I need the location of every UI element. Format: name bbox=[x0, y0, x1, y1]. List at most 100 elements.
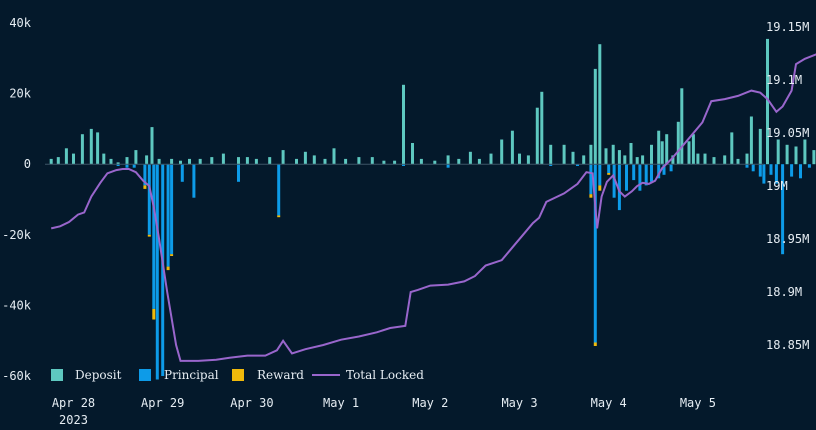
x-tick-label: May 4 bbox=[591, 396, 627, 410]
bar-principal bbox=[669, 164, 673, 172]
bar-deposit bbox=[198, 158, 202, 165]
bar-principal bbox=[161, 164, 165, 376]
bar-deposit bbox=[785, 144, 789, 165]
right-tick-label: 18.95M bbox=[766, 232, 809, 246]
bar-deposit bbox=[676, 121, 680, 165]
bar-deposit bbox=[657, 130, 661, 165]
bar-principal bbox=[549, 164, 553, 166]
bar-deposit bbox=[457, 158, 461, 165]
legend-label-reward: Reward bbox=[257, 368, 304, 382]
bar-principal bbox=[745, 164, 749, 168]
bar-deposit bbox=[382, 160, 386, 165]
bar-deposit bbox=[109, 158, 113, 165]
bar-principal bbox=[807, 164, 811, 168]
bar-reward bbox=[598, 185, 602, 191]
bar-deposit bbox=[617, 150, 621, 165]
right-tick-label: 19.15M bbox=[766, 20, 809, 34]
bar-principal bbox=[607, 164, 611, 173]
legend-swatch-reward bbox=[232, 369, 244, 381]
bar-reward bbox=[143, 185, 147, 189]
bar-deposit bbox=[712, 157, 716, 165]
bar-principal bbox=[662, 164, 666, 175]
bar-deposit bbox=[323, 158, 327, 165]
bar-reward bbox=[166, 266, 170, 271]
bar-principal bbox=[638, 164, 642, 191]
bar-deposit bbox=[268, 157, 272, 165]
bar-reward bbox=[170, 254, 174, 256]
bar-deposit bbox=[696, 153, 700, 165]
bar-principal bbox=[632, 164, 636, 181]
bar-deposit bbox=[221, 153, 225, 165]
bar-deposit bbox=[145, 155, 149, 165]
bar-deposit bbox=[635, 157, 639, 165]
bar-principal bbox=[402, 164, 405, 166]
bar-deposit bbox=[402, 84, 405, 165]
bar-deposit bbox=[150, 127, 154, 165]
bar-deposit bbox=[526, 155, 530, 165]
bar-deposit bbox=[303, 151, 307, 165]
bar-principal bbox=[116, 164, 120, 166]
bar-deposit bbox=[593, 68, 597, 165]
bar-principal bbox=[180, 164, 184, 182]
bar-deposit bbox=[660, 141, 664, 165]
bar-deposit bbox=[370, 157, 374, 165]
bar-deposit bbox=[540, 91, 544, 165]
bar-deposit bbox=[604, 148, 608, 165]
bar-reward bbox=[147, 234, 151, 237]
x-tick-label: May 2 bbox=[412, 396, 448, 410]
legend-label-total-locked: Total Locked bbox=[346, 368, 424, 382]
legend-swatch-principal bbox=[139, 369, 151, 381]
line-layer bbox=[50, 53, 816, 362]
bar-deposit bbox=[56, 157, 60, 165]
x-tick-sublabel: 2023 bbox=[59, 413, 88, 427]
bar-deposit bbox=[344, 158, 348, 165]
bar-deposit bbox=[766, 38, 769, 165]
bar-deposit bbox=[680, 88, 684, 165]
bar-deposit bbox=[357, 157, 361, 165]
bar-deposit bbox=[134, 150, 138, 165]
bar-reward bbox=[589, 194, 593, 198]
bar-deposit bbox=[510, 130, 514, 165]
bar-principal bbox=[170, 164, 174, 255]
bar-deposit bbox=[295, 158, 298, 165]
bar-principal bbox=[192, 164, 196, 198]
left-tick-label: -40k bbox=[2, 298, 32, 312]
bar-deposit bbox=[433, 160, 437, 165]
legend-label-principal: Principal bbox=[164, 368, 219, 382]
left-tick-label: -60k bbox=[2, 369, 32, 383]
bar-principal bbox=[277, 164, 281, 216]
bar-principal bbox=[237, 164, 240, 182]
bar-principal bbox=[446, 164, 450, 168]
bar-deposit bbox=[188, 158, 191, 165]
bar-principal bbox=[774, 164, 778, 184]
bar-deposit bbox=[411, 143, 414, 165]
bar-deposit bbox=[518, 153, 521, 165]
bar-deposit bbox=[96, 132, 100, 165]
bar-deposit bbox=[468, 151, 472, 165]
bar-deposit bbox=[446, 155, 450, 165]
bar-principal bbox=[790, 164, 794, 177]
bar-reward bbox=[277, 215, 281, 218]
bar-principal bbox=[125, 164, 129, 168]
legend-label-deposit: Deposit bbox=[75, 368, 122, 382]
bar-deposit bbox=[589, 144, 593, 165]
bar-principal bbox=[593, 164, 597, 343]
bar-deposit bbox=[629, 143, 633, 165]
bar-principal bbox=[612, 164, 616, 198]
bar-principal bbox=[762, 164, 766, 184]
right-tick-label: 19M bbox=[766, 179, 788, 193]
bar-principal bbox=[625, 164, 628, 191]
bar-principal bbox=[132, 164, 136, 168]
right-tick-label: 19.05M bbox=[766, 126, 809, 140]
left-tick-label: 0 bbox=[24, 157, 31, 171]
bar-reward bbox=[607, 173, 611, 175]
legend-swatch-deposit bbox=[51, 369, 63, 381]
bar-deposit bbox=[803, 139, 807, 165]
bar-principal bbox=[781, 164, 785, 255]
left-tick-label: 40k bbox=[9, 16, 31, 30]
bar-deposit bbox=[794, 146, 798, 165]
bar-deposit bbox=[64, 148, 68, 165]
bar-deposit bbox=[671, 155, 675, 165]
